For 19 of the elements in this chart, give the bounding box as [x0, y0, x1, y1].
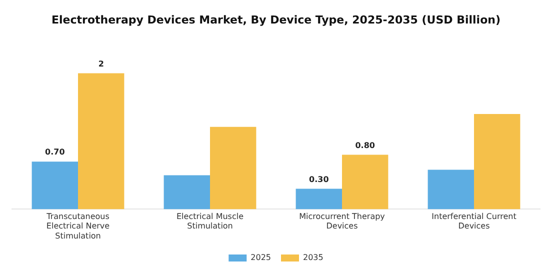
- bar: [342, 154, 388, 210]
- chart-title: Electrotherapy Devices Market, By Device Type, 2025-2035 (USD Billion): [52, 13, 500, 26]
- data-label: 0.70: [45, 148, 66, 157]
- x-tick-label: Microcurrent Therapy Devices: [299, 212, 386, 231]
- data-label: 0.30: [309, 174, 330, 184]
- bar: [474, 114, 520, 210]
- data-label: 2: [98, 59, 104, 68]
- x-tick-label: Interferential Current Devices: [432, 212, 516, 231]
- bar: [164, 175, 210, 210]
- legend-label: 2025: [250, 253, 271, 262]
- bar: [32, 162, 78, 210]
- legend-label: 2035: [303, 253, 324, 262]
- bar: [296, 188, 342, 210]
- bar: [210, 126, 256, 210]
- data-label: 0.80: [355, 140, 376, 150]
- bar: [428, 170, 474, 210]
- x-tick-label: Electrical Muscle Stimulation: [176, 212, 244, 231]
- x-tick-label: Transcutaneous Electrical Nerve Stimulation: [46, 212, 110, 240]
- bar: [78, 73, 124, 210]
